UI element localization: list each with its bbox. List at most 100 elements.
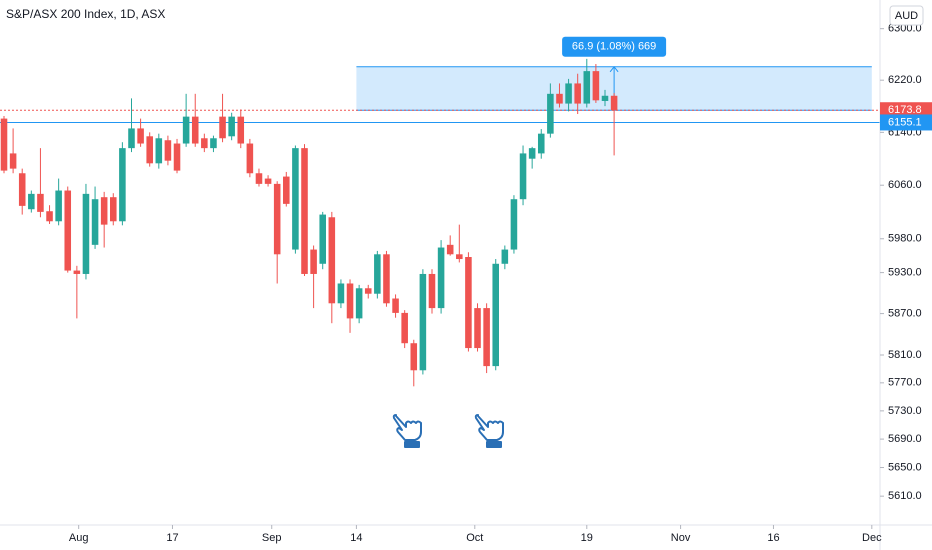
candle-body (137, 128, 144, 144)
hand-cuff (404, 441, 420, 448)
candle-body (0, 118, 8, 171)
y-tick-label: 5650.0 (888, 461, 922, 473)
candle-body (301, 148, 308, 274)
candle-body (474, 308, 481, 349)
candle-body (574, 83, 581, 104)
candle-body (146, 136, 153, 164)
candle-body (583, 71, 591, 104)
x-tick-label: Aug (69, 532, 89, 544)
y-tick-label: 5690.0 (888, 433, 922, 445)
candle-body (128, 128, 135, 149)
candle-body (9, 153, 17, 169)
candle-body (465, 257, 472, 349)
candle-body (364, 288, 372, 294)
candle-body (28, 193, 35, 210)
x-tick-label: Oct (466, 532, 483, 544)
candle-body (337, 283, 345, 304)
candle-body (547, 93, 554, 134)
candle-body (91, 199, 99, 245)
candle-body (246, 143, 254, 174)
x-tick-label: 14 (350, 532, 362, 544)
candle-body (528, 148, 536, 159)
hand-icon (392, 414, 422, 441)
hand-icons (392, 414, 504, 448)
candle-body (556, 93, 563, 104)
candle-body (501, 249, 509, 264)
candle-body (155, 138, 163, 164)
x-tick-label: 16 (767, 532, 779, 544)
y-tick-label: 5610.0 (888, 490, 922, 502)
axes: 6300.06220.06140.06060.05980.05930.05870… (69, 23, 932, 544)
candle-body (446, 244, 454, 255)
candle-body (210, 138, 217, 149)
candle-body (437, 247, 445, 309)
candle-body (201, 138, 208, 149)
x-tick-label: 19 (581, 532, 593, 544)
y-tick-label: 6220.0 (888, 74, 922, 86)
y-tick-label: 5930.0 (888, 267, 922, 279)
candle-body (110, 197, 117, 222)
candle-body (292, 148, 299, 250)
candle-body (55, 190, 62, 222)
price-label: 6155.1 (888, 116, 922, 128)
measure-label: 66.9 (1.08%) 669 (572, 41, 656, 53)
currency-box[interactable] (889, 5, 924, 26)
candle-body (537, 133, 545, 154)
candle-body (283, 176, 290, 204)
candle-body (182, 116, 190, 144)
measure-arrow-head (609, 65, 619, 73)
y-tick-label: 5810.0 (888, 349, 922, 361)
hand-cuff (486, 441, 502, 448)
x-tick-label: Dec (862, 532, 882, 544)
currency: AUD (895, 10, 918, 22)
hand-icon (474, 414, 504, 441)
y-tick-label: 5770.0 (888, 377, 922, 389)
y-tick-label: 6060.0 (888, 179, 922, 191)
candle-body (319, 214, 326, 264)
candle-body (428, 273, 436, 309)
candle-body (610, 95, 618, 111)
y-tick-label: 5980.0 (888, 233, 922, 245)
measure-label-box (562, 36, 667, 57)
candle-body (173, 143, 181, 171)
candle-body (310, 249, 317, 274)
candle-body (191, 116, 199, 144)
candle-body (328, 217, 336, 304)
candle-body (346, 283, 354, 319)
candle-body (401, 312, 408, 344)
x-tick-label: Nov (671, 532, 691, 544)
candle-body (383, 254, 390, 304)
price-label-box (880, 114, 932, 131)
candle-body (100, 197, 108, 225)
price-label: 6173.8 (888, 104, 922, 116)
y-tick-label: 5870.0 (888, 307, 922, 319)
candle-body (18, 173, 26, 206)
candle-body (565, 83, 572, 104)
candle-body (82, 193, 90, 274)
x-tick-label: 17 (166, 532, 178, 544)
drawings (0, 65, 880, 123)
candle-body (164, 140, 172, 161)
x-tick-label: Sep (262, 532, 282, 544)
candle-body (73, 270, 81, 274)
candle-body (119, 148, 126, 222)
price-label-box (880, 102, 932, 119)
candle-body (456, 254, 463, 260)
y-tick-label: 6300.0 (888, 23, 922, 35)
candle-body (492, 263, 500, 367)
candle-body (37, 193, 44, 212)
candle-body (483, 308, 490, 367)
candle-body (64, 190, 72, 271)
candle-body (355, 288, 363, 319)
candle-body (46, 211, 53, 222)
candle-body (374, 254, 381, 294)
candle-body (255, 173, 263, 184)
candle-body (592, 71, 600, 101)
candle-body (410, 343, 418, 371)
y-tick-label: 5730.0 (888, 405, 922, 417)
candle-body (273, 183, 281, 255)
candle-body (519, 153, 527, 200)
candle-body (510, 199, 518, 250)
candle-body (419, 273, 427, 371)
